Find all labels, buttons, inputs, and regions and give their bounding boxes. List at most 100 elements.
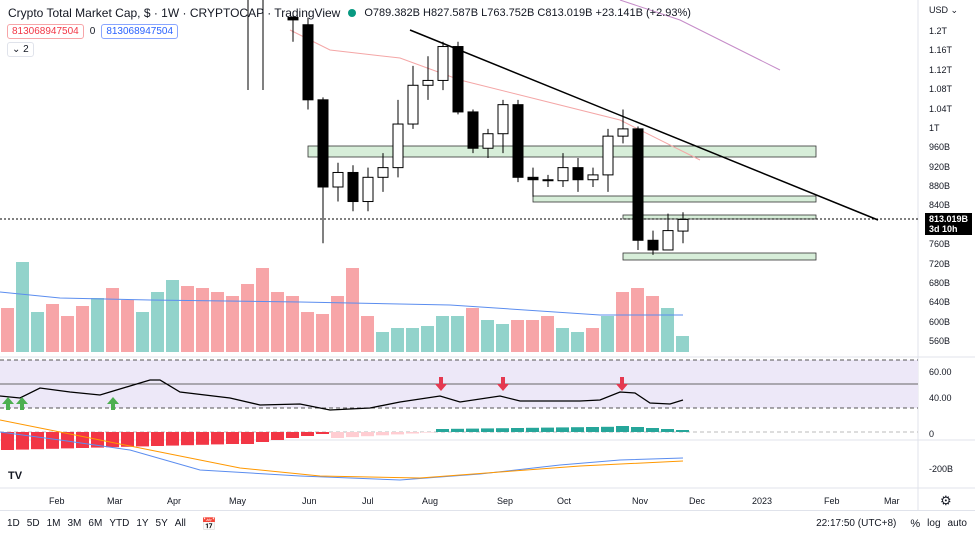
volume-bar xyxy=(346,268,359,352)
range-1m[interactable]: 1M xyxy=(46,518,61,529)
volume-bar xyxy=(211,292,224,352)
macd-histogram-bar xyxy=(181,432,194,446)
buy-arrow-icon xyxy=(2,397,14,410)
time-tick: Mar xyxy=(107,496,123,506)
volume-bar xyxy=(76,306,89,352)
price-tick: 1.16T xyxy=(929,45,953,56)
range-1y[interactable]: 1Y xyxy=(136,518,149,529)
currency-select[interactable]: USD ⌄ xyxy=(929,5,959,15)
candle-body xyxy=(527,176,539,181)
price-tick: 560B xyxy=(929,336,951,346)
settings-gear-icon[interactable]: ⚙ xyxy=(940,493,952,508)
sell-arrow-icon xyxy=(497,377,509,391)
volume-bar xyxy=(256,268,269,352)
price-tick: 760B xyxy=(929,239,951,250)
rsi-line xyxy=(0,379,684,411)
macd-histogram-bar xyxy=(526,427,539,432)
macd-histogram-bar xyxy=(676,430,689,432)
volume-bar xyxy=(616,292,629,352)
volume-bar xyxy=(466,308,479,352)
support-zone xyxy=(307,145,817,158)
macd-histogram-bar xyxy=(391,432,404,435)
range-1d[interactable]: 1D xyxy=(7,518,20,529)
price-tick: 1.04T xyxy=(929,103,953,114)
clock[interactable]: 22:17:50 (UTC+8) xyxy=(816,518,897,529)
value-chip-mid: 0 xyxy=(89,26,96,37)
last-price-tag: 813.019B 3d 10h xyxy=(925,213,973,235)
candle-body xyxy=(332,171,344,188)
macd-histogram-bar xyxy=(166,432,179,446)
candle-body xyxy=(407,84,419,125)
time-tick: Jun xyxy=(302,496,317,506)
macd-histogram-bar xyxy=(316,432,329,434)
volume-bar xyxy=(586,328,599,352)
range-6m[interactable]: 6M xyxy=(88,518,103,529)
volume-bar xyxy=(391,328,404,352)
candle-body xyxy=(317,99,329,188)
candle-body xyxy=(392,123,404,169)
candle-body xyxy=(557,167,569,182)
symbol-title[interactable]: Crypto Total Market Cap, $ · 1W · CRYPTO… xyxy=(8,6,341,20)
volume-bar xyxy=(166,280,179,352)
time-tick: Feb xyxy=(49,496,65,506)
candle-body xyxy=(302,24,314,101)
volume-bar xyxy=(661,308,674,352)
macd-histogram-bar xyxy=(331,432,344,438)
volume-bar xyxy=(601,316,614,352)
macd-histogram-bar xyxy=(151,432,164,446)
percent-toggle[interactable]: % xyxy=(910,517,921,530)
candle-body xyxy=(467,111,479,149)
buy-arrow-icon xyxy=(16,397,28,410)
price-tick: 840B xyxy=(929,200,951,211)
candle-body xyxy=(572,167,584,181)
candle-body xyxy=(452,46,464,113)
volume-bar xyxy=(91,298,104,352)
volume-bar xyxy=(121,300,134,352)
volume-bar xyxy=(61,316,74,352)
volume-bar xyxy=(631,288,644,352)
auto-toggle[interactable]: auto xyxy=(947,518,967,529)
time-tick: Oct xyxy=(557,496,572,506)
tradingview-logo-icon: TV xyxy=(8,470,23,482)
macd-histogram-bar xyxy=(16,432,29,450)
indicators-collapse-button[interactable]: ⌄ 2 xyxy=(7,42,34,57)
volume-bar xyxy=(196,288,209,352)
price-tick: 880B xyxy=(929,181,951,191)
volume-bar xyxy=(481,320,494,352)
value-chip-left: 813068947504 xyxy=(7,24,84,39)
volume-bar xyxy=(16,262,29,352)
sell-arrow-icon xyxy=(435,377,447,391)
range-5d[interactable]: 5D xyxy=(26,518,40,529)
macd-histogram-bar xyxy=(46,432,59,449)
range-all[interactable]: All xyxy=(174,518,186,529)
volume-bar xyxy=(376,332,389,352)
candle-body xyxy=(437,46,449,81)
macd-histogram-bar xyxy=(451,428,464,432)
volume-bar xyxy=(1,308,14,352)
volume-bar xyxy=(646,296,659,352)
price-tick: 1.2T xyxy=(929,26,948,36)
macd-histogram-bar xyxy=(586,427,599,432)
range-ytd[interactable]: YTD xyxy=(109,518,130,529)
range-5y[interactable]: 5Y xyxy=(155,518,168,529)
volume-bar xyxy=(316,314,329,352)
log-toggle[interactable]: log xyxy=(927,518,941,529)
candle-body xyxy=(377,167,389,178)
indicator-values-row: 813068947504 0 813068947504 xyxy=(7,24,179,39)
time-tick: Feb xyxy=(824,496,840,506)
volume-bar xyxy=(301,312,314,352)
price-tick: 720B xyxy=(929,258,951,269)
macd-histogram-bar xyxy=(301,432,314,436)
rsi-tick: 40.00 xyxy=(929,393,952,403)
chart-legend: Crypto Total Market Cap, $ · 1W · CRYPTO… xyxy=(8,6,691,20)
time-tick: Dec xyxy=(689,496,706,506)
date-range-icon[interactable]: 📅 xyxy=(201,516,217,531)
buy-arrow-icon xyxy=(107,397,119,410)
macd-histogram-bar xyxy=(631,427,644,432)
macd-histogram-bar xyxy=(481,428,494,432)
range-3m[interactable]: 3M xyxy=(67,518,82,529)
macd-histogram-bar xyxy=(271,432,284,440)
candle-body xyxy=(542,179,554,182)
price-tick: 960B xyxy=(929,142,951,153)
